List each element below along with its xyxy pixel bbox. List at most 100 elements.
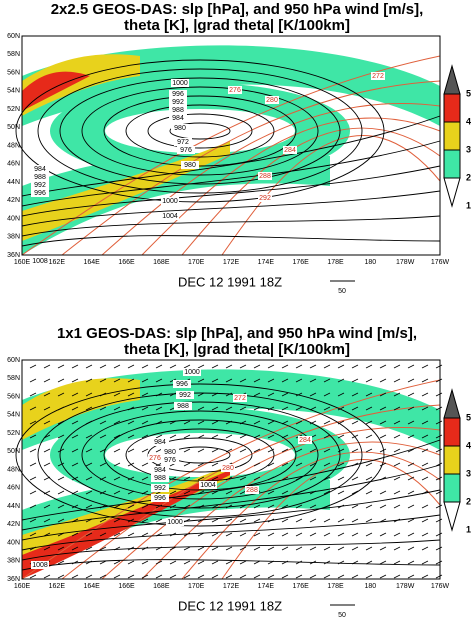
wind-vector: [351, 476, 359, 481]
wind-vector: [337, 518, 345, 523]
lat-label: 50N: [7, 448, 20, 455]
wind-vector: [225, 518, 233, 523]
slp-label: 984: [172, 115, 184, 122]
wind-vector: [253, 518, 261, 523]
label-bg: [31, 189, 49, 197]
wind-vector: [281, 532, 289, 537]
wind-vector: [435, 532, 443, 537]
lat-label: 56N: [7, 69, 20, 76]
wind-vector: [323, 420, 331, 425]
theta-label: 272: [372, 73, 384, 80]
wind-vector: [323, 504, 331, 509]
wind-vector: [113, 518, 121, 523]
theta-label: 280: [222, 465, 234, 472]
wind-vector: [435, 406, 443, 411]
wind-vector: [337, 364, 345, 369]
wind-vector: [309, 448, 317, 453]
shade-red: [22, 71, 90, 111]
wind-vector: [57, 560, 65, 565]
wind-vector: [127, 406, 135, 411]
wind-vector: [239, 546, 247, 551]
wind-vector: [29, 364, 37, 369]
wind-vector: [141, 574, 149, 579]
wind-vector: [127, 504, 135, 509]
wind-vector: [71, 532, 79, 537]
wind-vector: [295, 448, 303, 453]
streamline: [103, 419, 297, 491]
wind-vector: [351, 364, 359, 369]
slp-label: 976: [164, 457, 176, 464]
wind-vector: [323, 574, 331, 579]
lon-label: 180: [364, 259, 376, 266]
wind-vector: [267, 406, 275, 411]
wind-vector: [365, 406, 373, 411]
wind-vector: [365, 392, 373, 397]
wind-vector: [225, 420, 233, 425]
wind-vector: [71, 490, 79, 495]
wind-vector: [99, 560, 107, 565]
wind-vector: [267, 546, 275, 551]
lat-label: 56N: [7, 393, 20, 400]
wind-vector: [127, 462, 135, 467]
wind-vector: [57, 392, 65, 397]
shade-red: [22, 470, 230, 579]
wind-vector: [43, 392, 51, 397]
wind-vector: [253, 392, 261, 397]
wind-vector: [379, 504, 387, 509]
slp-label: 988: [154, 475, 166, 482]
wind-vector: [155, 560, 163, 565]
colorbar-label: 3: [466, 468, 471, 478]
wind-vector: [351, 392, 359, 397]
wind-vector: [99, 532, 107, 537]
label-bg: [169, 106, 187, 114]
wind-vector: [323, 532, 331, 537]
lon-label: 168E: [153, 583, 170, 590]
colorbar-cell: [443, 149, 461, 179]
wind-vector: [379, 560, 387, 565]
wind-vector: [183, 504, 191, 509]
wind-vector: [253, 378, 261, 383]
wind-vector: [183, 532, 191, 537]
wind-vector: [253, 406, 261, 411]
wind-vector: [337, 406, 345, 411]
wind-vector: [365, 448, 373, 453]
wind-vector: [421, 406, 429, 411]
wind-vector: [43, 504, 51, 509]
wind-vector: [337, 490, 345, 495]
streamline: [21, 514, 441, 551]
wind-vector: [29, 462, 37, 467]
wind-vector: [57, 490, 65, 495]
wind-vector: [351, 546, 359, 551]
wind-vector: [323, 364, 331, 369]
wind-vector: [435, 434, 443, 439]
wind-vector: [99, 378, 107, 383]
wind-vector: [225, 406, 233, 411]
wind-vector: [337, 574, 345, 579]
wind-vector: [407, 518, 415, 523]
wind-vector: [365, 518, 373, 523]
lon-label: 170E: [188, 583, 205, 590]
wind-vector: [127, 420, 135, 425]
streamline: [81, 86, 319, 176]
wind-vector: [225, 434, 233, 439]
wind-vector: [421, 476, 429, 481]
wind-vector: [225, 560, 233, 565]
wind-vector: [351, 532, 359, 537]
slp-label: 996: [172, 91, 184, 98]
wind-vector: [421, 560, 429, 565]
wind-vector: [155, 504, 163, 509]
wind-vector: [379, 462, 387, 467]
label-bg: [176, 391, 194, 399]
wind-vector: [239, 434, 247, 439]
colorbar-label: 2: [466, 172, 471, 182]
wind-vector: [435, 546, 443, 551]
isotherm: [141, 117, 441, 256]
wind-vector: [309, 476, 317, 481]
isotherm: [101, 426, 441, 580]
wind-vector: [197, 392, 205, 397]
wind-vector: [99, 364, 107, 369]
wind-vector: [407, 392, 415, 397]
lat-label: 42N: [7, 521, 20, 528]
wind-vector: [365, 420, 373, 425]
wind-vector: [379, 434, 387, 439]
